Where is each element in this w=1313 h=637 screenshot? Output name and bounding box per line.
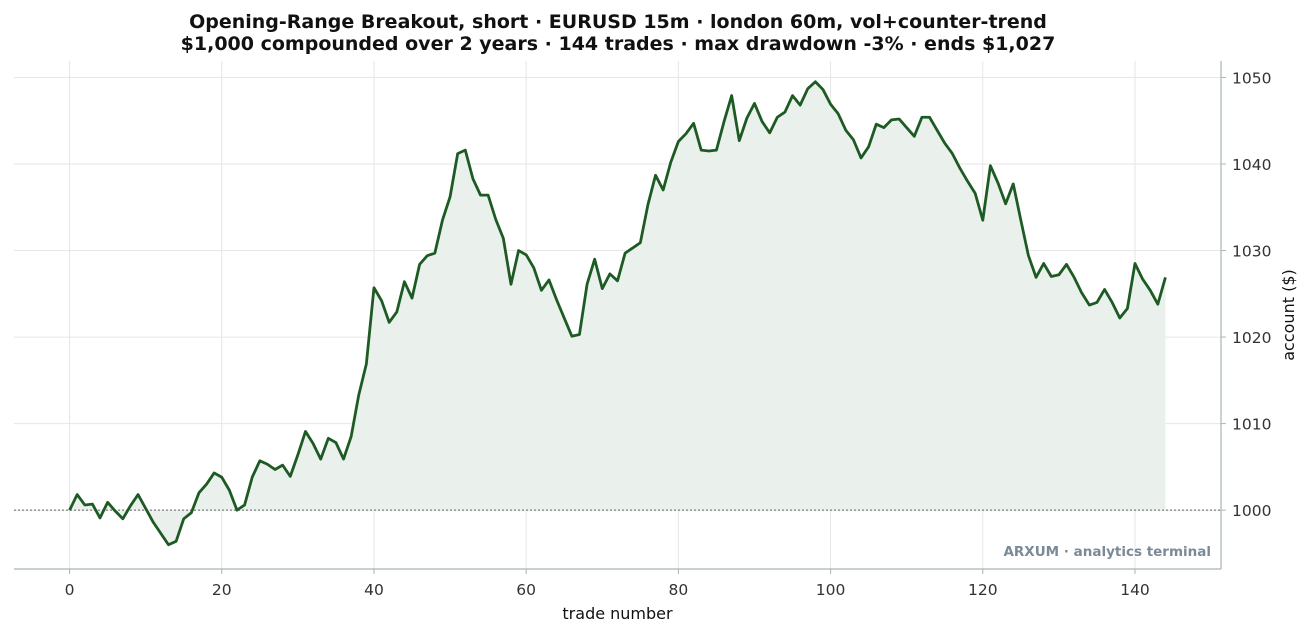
y-tick-label-1040: 1040	[1232, 156, 1271, 174]
equity-area-fill	[69, 81, 1166, 545]
y-axis-label: account ($)	[1279, 269, 1298, 361]
y-tick-label-1010: 1010	[1232, 416, 1271, 434]
x-tick-label-60: 60	[516, 581, 536, 599]
y-tick-label-1050: 1050	[1232, 69, 1271, 87]
x-tick-label-120: 120	[968, 581, 998, 599]
y-tick-label-1000: 1000	[1232, 502, 1271, 520]
y-tick-labels: 1000 1010 1020 1030 1040 1050	[1221, 69, 1271, 520]
equity-line	[68, 80, 1167, 547]
x-tick-labels: 0 20 40 60 80 100 120 140	[65, 569, 1150, 599]
x-tick-label-100: 100	[816, 581, 846, 599]
x-tick-label-80: 80	[669, 581, 689, 599]
x-tick-label-40: 40	[364, 581, 384, 599]
x-tick-label-20: 20	[212, 581, 232, 599]
x-axis-label: trade number	[562, 604, 673, 623]
y-tick-label-1030: 1030	[1232, 243, 1271, 261]
axes	[14, 61, 1222, 570]
watermark: ARXUM · analytics terminal	[1003, 544, 1211, 560]
chart-title: Opening-Range Breakout, short · EURUSD 1…	[189, 11, 1047, 33]
chart-subtitle: $1,000 compounded over 2 years · 144 tra…	[180, 33, 1056, 55]
x-tick-label-0: 0	[65, 581, 75, 599]
y-tick-label-1020: 1020	[1232, 329, 1271, 347]
x-tick-label-140: 140	[1120, 581, 1150, 599]
